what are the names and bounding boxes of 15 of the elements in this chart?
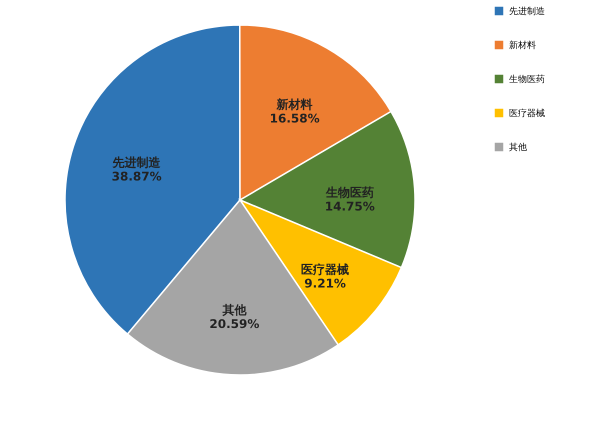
legend-label: 先进制造: [509, 6, 545, 17]
data-label: 20.59%: [209, 316, 260, 331]
data-label: 16.58%: [270, 112, 320, 126]
slice-label: 新材料: [276, 98, 313, 112]
slice-label: 先进制造: [112, 155, 162, 170]
slice-label: 医疗器械: [301, 262, 350, 277]
legend-label: 医疗器械: [509, 108, 545, 119]
slice-label: 其他: [221, 302, 248, 317]
legend-label: 其他: [509, 142, 527, 153]
data-label: 38.87%: [112, 169, 162, 184]
legend-label: 新材料: [509, 40, 536, 51]
data-label: 14.75%: [324, 200, 375, 214]
legend-label: 生物医药: [509, 74, 545, 85]
data-label: 9.21%: [304, 276, 346, 291]
slice-label: 生物医药: [324, 186, 374, 200]
